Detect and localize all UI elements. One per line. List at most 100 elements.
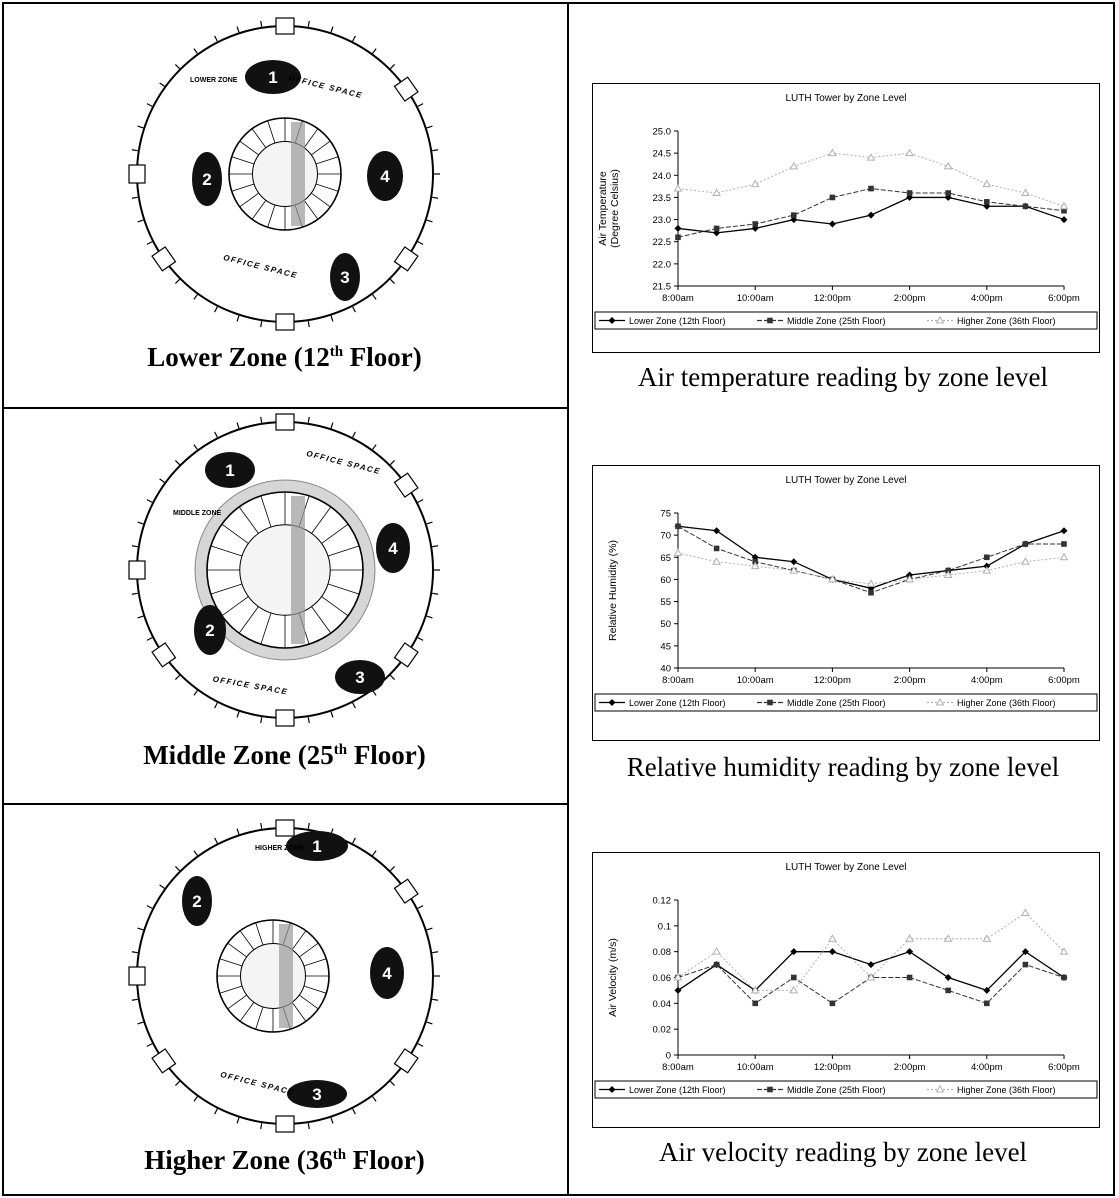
data-point — [789, 161, 799, 170]
data-point — [828, 574, 837, 583]
data-point — [1061, 974, 1067, 981]
data-point — [828, 934, 837, 942]
perimeter-tick — [214, 837, 218, 844]
zone-caption-higher: Higher Zone (36th Floor) — [144, 1145, 425, 1175]
perimeter-tick — [214, 306, 218, 313]
stair-tab — [128, 966, 146, 986]
perimeter-tick — [174, 865, 181, 872]
perimeter-tick — [307, 416, 310, 423]
core-partition — [315, 156, 339, 165]
perimeter-tick — [146, 103, 153, 107]
data-point — [905, 934, 914, 942]
zone-marker-number: 4 — [380, 167, 390, 186]
data-point — [867, 961, 875, 969]
data-point — [866, 153, 876, 161]
perimeter-tick — [214, 1108, 218, 1115]
data-point — [673, 548, 683, 556]
perimeter-tick — [174, 1080, 181, 1087]
x-tick-label: 4:00pm — [971, 1062, 1003, 1073]
inner-core — [239, 524, 331, 616]
perimeter-tick — [389, 63, 396, 70]
y-tick-label: 22.5 — [653, 237, 672, 248]
perimeter-tick — [159, 478, 165, 483]
core-partition — [303, 958, 327, 967]
perimeter-tick — [146, 637, 153, 641]
data-point — [935, 1085, 945, 1093]
x-tick-label: 2:00pm — [894, 293, 926, 304]
perimeter-tick — [131, 951, 138, 954]
zone-label: HIGHER ZONE — [255, 845, 304, 852]
data-point — [905, 574, 914, 583]
perimeter-tick — [389, 459, 396, 466]
data-point — [945, 190, 951, 196]
perimeter-tick — [352, 431, 356, 438]
data-point — [983, 202, 991, 210]
perimeter-tick — [193, 294, 198, 300]
zone-marker-number: 1 — [225, 461, 234, 480]
stair-tab — [393, 246, 419, 272]
core-partition — [299, 994, 319, 1010]
perimeter-tick — [137, 615, 144, 619]
data-point — [1021, 948, 1029, 956]
perimeter-tick — [372, 294, 377, 300]
data-point — [984, 1000, 990, 1007]
data-point — [1021, 908, 1030, 916]
perimeter-tick — [432, 545, 439, 548]
core-partition — [321, 523, 349, 544]
data-point — [750, 561, 760, 570]
perimeter-tick — [137, 927, 144, 931]
data-point — [943, 934, 953, 942]
data-point — [982, 566, 992, 574]
perimeter-tick — [236, 422, 240, 429]
x-tick-label: 12:00pm — [814, 675, 851, 686]
perimeter-tick — [193, 48, 198, 54]
perimeter-tick — [214, 431, 218, 438]
perimeter-tick — [417, 637, 424, 641]
perimeter-tick — [389, 674, 396, 681]
data-point — [791, 212, 797, 218]
relative-humidity-chart: LUTH Tower by Zone Level 40 45 50 55 60 65 70 75… — [592, 465, 1100, 741]
zone-marker-number: 3 — [355, 668, 364, 687]
legend-entry: Lower Zone (12th Floor) — [629, 698, 726, 708]
zone-marker-number: 2 — [192, 892, 201, 911]
core-partition — [221, 596, 249, 617]
data-point — [791, 974, 797, 981]
data-point — [767, 317, 773, 324]
perimeter-tick — [432, 951, 439, 954]
core-partition — [260, 495, 272, 528]
data-point — [984, 554, 990, 561]
core-partition — [239, 930, 255, 950]
perimeter-tick — [389, 865, 396, 872]
stair-tab — [151, 246, 177, 272]
series-3 — [673, 548, 1069, 587]
data-point — [1059, 201, 1069, 210]
perimeter-tick — [389, 278, 396, 285]
zone-marker — [205, 452, 255, 488]
x-tick-label: 12:00pm — [814, 293, 851, 304]
x-tick-label: 8:00am — [662, 675, 694, 686]
core-partition — [227, 942, 247, 958]
data-point — [789, 566, 799, 574]
y-tick-label: 23.5 — [653, 193, 672, 204]
core-shaft — [291, 496, 305, 644]
y-tick-label: 23.0 — [653, 215, 672, 226]
x-tick-label: 2:00pm — [894, 1062, 926, 1073]
air-velocity-chart: LUTH Tower by Zone Level 0 0.02 0.04 0.06 0.0… — [592, 852, 1100, 1128]
x-tick-label: 6:00pm — [1048, 1062, 1080, 1073]
core-partition — [260, 612, 272, 645]
data-point — [828, 948, 836, 956]
legend-entry: Higher Zone (36th Floor) — [957, 316, 1056, 326]
data-point — [1022, 961, 1029, 968]
perimeter-tick — [426, 927, 433, 931]
stair-tab — [393, 878, 419, 904]
y-tick-label: 22.0 — [653, 259, 672, 270]
stair-tab — [128, 164, 146, 184]
stair-tab — [393, 472, 419, 498]
perimeter-tick — [174, 278, 181, 285]
perimeter-tick — [236, 1117, 240, 1124]
y-tick-label: 40 — [660, 664, 671, 675]
data-point — [713, 545, 720, 552]
core-partition — [231, 156, 255, 165]
perimeter-tick — [426, 1021, 433, 1025]
data-point — [906, 948, 914, 956]
